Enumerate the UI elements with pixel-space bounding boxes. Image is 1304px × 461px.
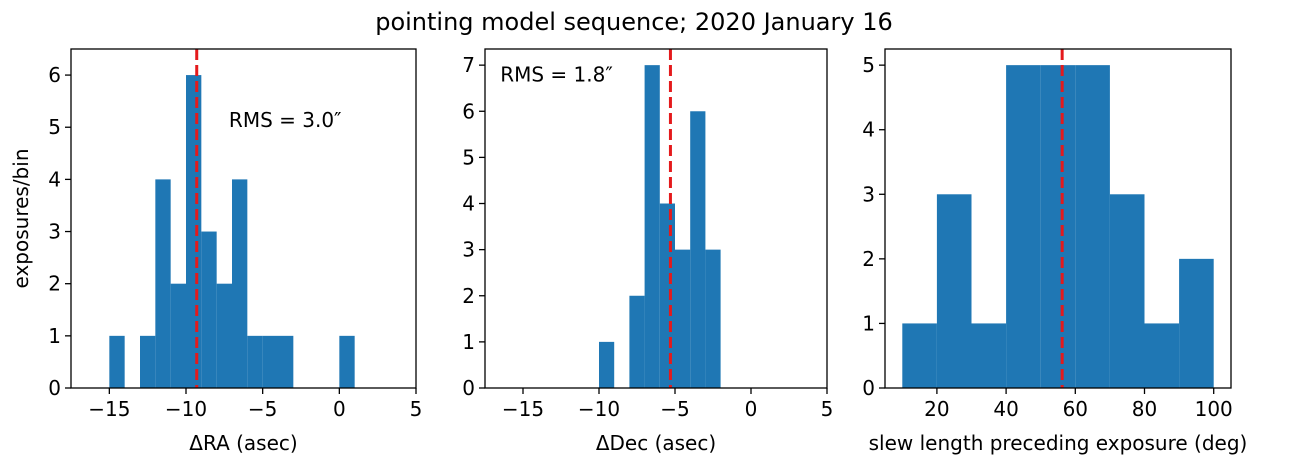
panels: −15 −10 −5 0 5 0 1 2 3 4 5 6 ΔRA (asec) exposures/bin… [9, 48, 1248, 455]
rms-annotation: RMS = 1.8″ [500, 62, 613, 86]
histogram-bar [629, 295, 645, 388]
x-tick-label: 0 [333, 397, 346, 421]
x-tick-label: 0 [745, 397, 758, 421]
y-tick-label: 7 [462, 53, 475, 77]
histogram-bar [690, 111, 706, 388]
x-axis-label: slew length preceding exposure (deg) [869, 431, 1248, 455]
histogram-bar [705, 249, 721, 388]
histogram-bar [339, 335, 355, 388]
histogram-bar [1144, 323, 1180, 388]
x-tick-label: 5 [410, 397, 423, 421]
histogram-bar [155, 179, 171, 388]
y-tick-label: 3 [862, 182, 875, 206]
x-tick-label: 20 [924, 397, 949, 421]
histogram-bar [170, 283, 186, 388]
histogram-bar [109, 335, 125, 388]
y-tick-label: 0 [862, 376, 875, 400]
histogram-bar [971, 323, 1007, 388]
y-tick-label: 3 [48, 220, 61, 244]
y-tick-label: 3 [462, 238, 475, 262]
histogram-bar [644, 65, 660, 389]
histogram-bar [201, 231, 217, 388]
histogram-bar [1075, 65, 1110, 389]
axes-frame [484, 48, 828, 389]
y-tick-label: 4 [862, 118, 875, 142]
y-tick-label: 2 [48, 272, 61, 296]
histogram-bar [232, 179, 248, 388]
histogram-bar [278, 335, 294, 388]
y-tick-label: 5 [862, 53, 875, 77]
x-tick-label: 40 [993, 397, 1018, 421]
axes-frame [70, 48, 417, 389]
x-tick-label: 60 [1063, 397, 1088, 421]
rms-annotation: RMS = 3.0″ [229, 108, 342, 132]
y-tick-label: 1 [462, 330, 475, 354]
chart-panel-2: −15 −10 −5 0 5 0 1 2 3 4 5 6 7 ΔDec (asec) RMS = 1.8″ [462, 48, 834, 455]
histogram-bar [216, 283, 232, 388]
y-tick-label: 2 [462, 284, 475, 308]
y-tick-label: 0 [48, 376, 61, 400]
histogram-bar [902, 323, 937, 388]
y-tick-label: 4 [48, 167, 61, 191]
x-tick-label: 80 [1132, 397, 1157, 421]
y-axis-label: exposures/bin [9, 149, 33, 289]
chart-panel-3: 20 40 60 80 100 0 1 2 3 4 5 slew length preceding e… [862, 48, 1248, 455]
histogram-bar [659, 203, 675, 388]
y-tick-label: 5 [48, 115, 61, 139]
axes-frame [884, 48, 1232, 389]
x-axis-label: ΔDec (asec) [596, 431, 716, 455]
histogram-bar [1109, 194, 1145, 388]
y-tick-label: 1 [862, 311, 875, 335]
x-tick-label: −5 [660, 397, 689, 421]
x-tick-label: 100 [1195, 397, 1233, 421]
y-tick-label: 4 [462, 192, 475, 216]
histogram-bar [1006, 65, 1041, 389]
histogram-bar [675, 249, 691, 388]
histogram-bar [936, 194, 972, 388]
y-tick-label: 6 [462, 99, 475, 123]
x-tick-label: −15 [502, 397, 544, 421]
chart-panel-1: −15 −10 −5 0 5 0 1 2 3 4 5 6 ΔRA (asec) exposures/bin… [9, 48, 423, 455]
histogram-bar [140, 335, 156, 388]
histogram-bar [262, 335, 278, 388]
y-tick-label: 6 [48, 63, 61, 87]
histogram-bar [1179, 258, 1214, 388]
x-tick-label: 5 [821, 397, 834, 421]
x-tick-label: −10 [165, 397, 207, 421]
x-tick-label: −5 [248, 397, 277, 421]
histogram-bar [186, 75, 202, 389]
x-tick-label: −15 [88, 397, 130, 421]
x-tick-label: −10 [578, 397, 620, 421]
y-tick-label: 1 [48, 324, 61, 348]
histogram-bar [247, 335, 263, 388]
x-axis-label: ΔRA (asec) [189, 431, 297, 455]
y-tick-label: 0 [462, 376, 475, 400]
histogram-bar [1040, 65, 1076, 389]
histogram-bar [599, 341, 615, 388]
figure-title: pointing model sequence; 2020 January 16 [375, 8, 893, 36]
y-tick-label: 5 [462, 145, 475, 169]
y-tick-label: 2 [862, 247, 875, 271]
